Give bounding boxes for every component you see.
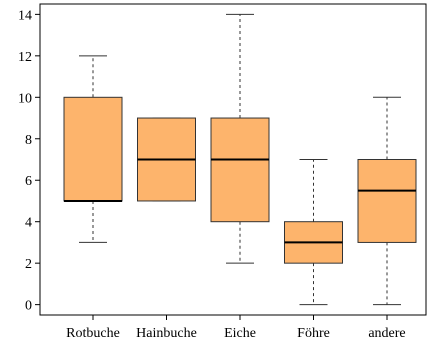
x-category-label: Rotbuche <box>66 326 120 341</box>
boxes <box>63 13 417 306</box>
y-axis: 0 2 4 6 8 10 12 14 <box>18 8 40 314</box>
y-tick-label: 10 <box>18 91 32 106</box>
y-tick-label: 4 <box>25 216 32 231</box>
iqr-box <box>210 117 270 223</box>
x-axis: Rotbuche Hainbuche Eiche Föhre andere <box>66 315 406 341</box>
box-group <box>137 117 196 202</box>
y-tick-label: 0 <box>25 299 32 314</box>
x-category-label: Hainbuche <box>136 326 197 341</box>
y-tick-label: 14 <box>18 8 32 23</box>
y-tick-label: 8 <box>25 133 32 148</box>
iqr-box <box>63 96 123 202</box>
box-group <box>210 13 270 264</box>
x-category-label: Eiche <box>224 326 256 341</box>
x-category-label: andere <box>368 326 405 341</box>
box-group <box>63 55 123 243</box>
y-tick-label: 6 <box>25 174 32 189</box>
plot-frame <box>39 3 427 316</box>
x-category-label: Föhre <box>297 326 330 341</box>
iqr-box <box>357 159 417 243</box>
box-group <box>357 96 417 306</box>
y-tick-label: 12 <box>18 50 32 65</box>
y-tick-label: 2 <box>25 257 32 272</box>
box-group <box>284 159 343 306</box>
